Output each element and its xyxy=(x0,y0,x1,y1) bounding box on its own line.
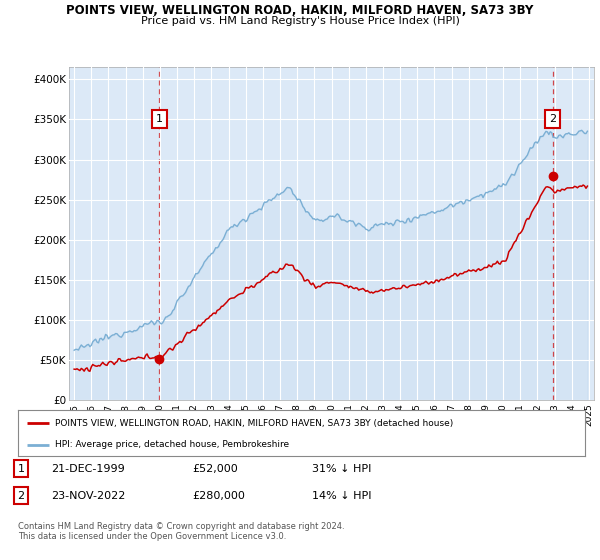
Text: £52,000: £52,000 xyxy=(192,464,238,474)
Text: 31% ↓ HPI: 31% ↓ HPI xyxy=(312,464,371,474)
Text: POINTS VIEW, WELLINGTON ROAD, HAKIN, MILFORD HAVEN, SA73 3BY (detached house): POINTS VIEW, WELLINGTON ROAD, HAKIN, MIL… xyxy=(55,419,453,428)
Text: HPI: Average price, detached house, Pembrokeshire: HPI: Average price, detached house, Pemb… xyxy=(55,440,289,450)
Text: 2: 2 xyxy=(549,114,556,124)
Text: £280,000: £280,000 xyxy=(192,491,245,501)
Text: 1: 1 xyxy=(156,114,163,124)
Text: 1: 1 xyxy=(17,464,25,474)
Text: 21-DEC-1999: 21-DEC-1999 xyxy=(51,464,125,474)
Text: Contains HM Land Registry data © Crown copyright and database right 2024.
This d: Contains HM Land Registry data © Crown c… xyxy=(18,522,344,542)
Text: 14% ↓ HPI: 14% ↓ HPI xyxy=(312,491,371,501)
Text: 2: 2 xyxy=(17,491,25,501)
Text: Price paid vs. HM Land Registry's House Price Index (HPI): Price paid vs. HM Land Registry's House … xyxy=(140,16,460,26)
Text: POINTS VIEW, WELLINGTON ROAD, HAKIN, MILFORD HAVEN, SA73 3BY: POINTS VIEW, WELLINGTON ROAD, HAKIN, MIL… xyxy=(67,4,533,17)
Text: 23-NOV-2022: 23-NOV-2022 xyxy=(51,491,125,501)
